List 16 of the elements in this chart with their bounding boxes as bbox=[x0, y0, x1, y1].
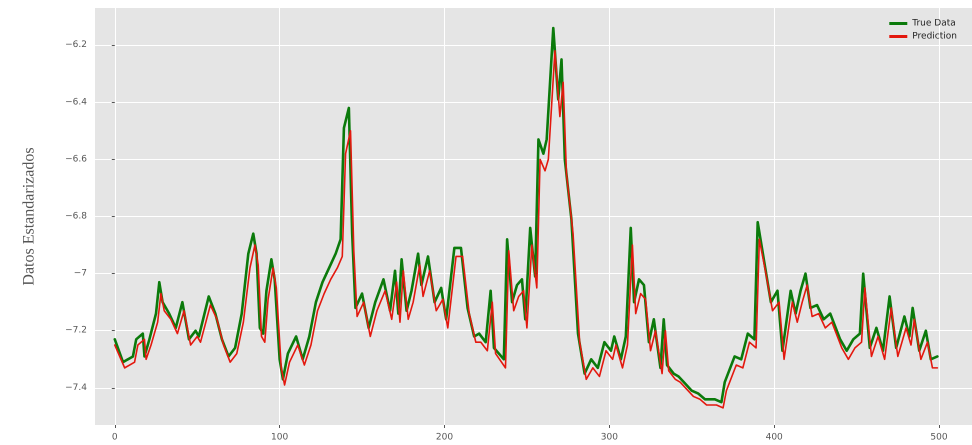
legend-label: True Data bbox=[911, 18, 956, 28]
y-tick-label: −7.2 bbox=[65, 326, 87, 336]
x-tick-label: 400 bbox=[766, 432, 784, 442]
x-tick-label: 200 bbox=[436, 432, 454, 442]
x-tick-label: 0 bbox=[112, 432, 118, 442]
legend-label: Prediction bbox=[912, 32, 958, 42]
y-axis-title: Datos Estandarizados bbox=[20, 147, 38, 286]
x-tick-label: 100 bbox=[271, 432, 288, 442]
x-tick-label: 300 bbox=[600, 432, 618, 442]
y-tick-label: −6.4 bbox=[65, 97, 88, 108]
y-tick-label: −6.6 bbox=[65, 154, 88, 164]
y-tick-label: −7 bbox=[74, 268, 87, 279]
y-tick-label: −7.4 bbox=[65, 382, 88, 393]
y-tick-label: −6.2 bbox=[65, 40, 87, 50]
y-tick-label: −6.8 bbox=[65, 212, 88, 222]
x-tick-label: 500 bbox=[930, 432, 948, 442]
